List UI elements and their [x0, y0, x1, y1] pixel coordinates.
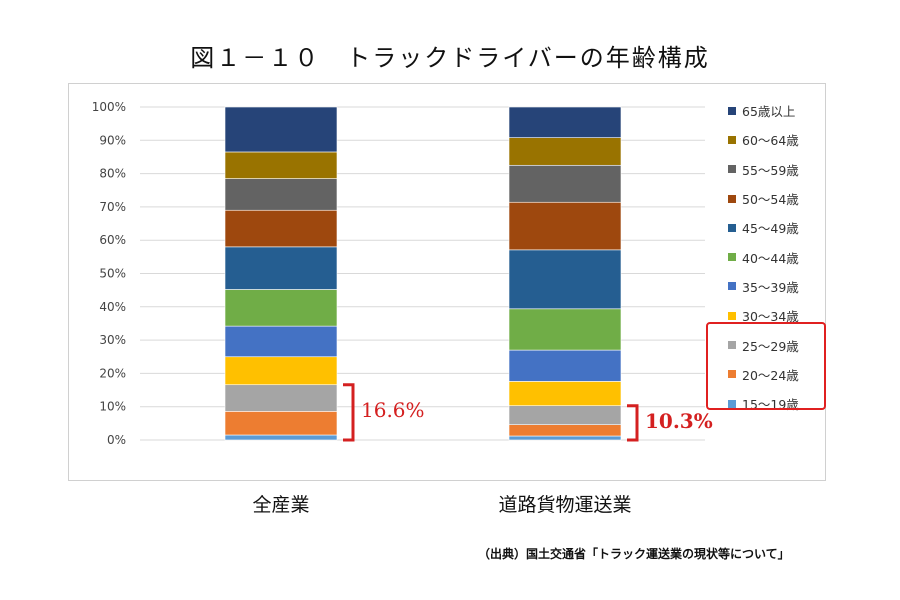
bar-segment	[224, 325, 338, 358]
bar-segment	[508, 405, 622, 425]
legend-highlight-box	[706, 322, 826, 410]
legend-item: 55〜59歳	[728, 155, 826, 184]
y-tick-label: 70%	[99, 200, 126, 214]
legend-label: 55〜59歳	[742, 162, 799, 178]
bar-segment	[224, 209, 338, 248]
annotation-label: 16.6%	[361, 398, 425, 423]
y-tick-label: 0%	[107, 433, 126, 447]
legend-swatch	[728, 165, 736, 174]
plot-frame	[68, 83, 826, 481]
legend-swatch	[728, 135, 736, 144]
bar-segment	[224, 151, 338, 179]
y-tick-label: 30%	[99, 333, 126, 347]
bar-segment	[508, 381, 622, 407]
bar-segment	[508, 308, 622, 351]
legend-swatch	[728, 282, 736, 291]
legend-label: 30〜34歳	[742, 309, 799, 325]
legend-swatch	[728, 341, 736, 350]
chart-title: 図１－１０ トラックドライバーの年齢構成	[190, 44, 710, 72]
legend-item: 25〜29歳	[728, 330, 826, 359]
legend-item: 60〜64歳	[728, 125, 826, 154]
legend-label: 50〜54歳	[742, 192, 799, 208]
bar-segment	[508, 106, 622, 138]
legend-label: 20〜24歳	[742, 367, 799, 383]
legend-swatch	[728, 370, 736, 379]
y-tick-label: 20%	[99, 366, 126, 380]
y-tick-label: 100%	[92, 100, 126, 114]
y-tick-label: 10%	[99, 400, 126, 414]
legend-swatch	[728, 253, 736, 262]
bar-segment	[508, 424, 622, 437]
legend-label: 45〜49歳	[742, 221, 799, 237]
legend-label: 35〜39歳	[742, 279, 799, 295]
category-label: 全産業	[252, 494, 310, 516]
legend-item: 65歳以上	[728, 96, 826, 125]
bar-segment	[224, 411, 338, 436]
legend-label: 60〜64歳	[742, 133, 799, 149]
bar-segment	[224, 178, 338, 211]
legend-label: 65歳以上	[742, 104, 796, 120]
bar-segment	[224, 289, 338, 327]
source-note: （出典）国土交通省「トラック運送業の現状等について」	[478, 547, 790, 561]
bar-segment	[224, 356, 338, 386]
legend-swatch	[728, 311, 736, 320]
category-label: 道路貨物運送業	[498, 494, 632, 516]
y-tick-label: 90%	[99, 133, 126, 147]
legend-swatch	[728, 399, 736, 408]
bar-segment	[224, 384, 338, 412]
legend-swatch	[728, 106, 736, 115]
legend-label: 25〜29歳	[742, 338, 799, 354]
legend-item: 40〜44歳	[728, 242, 826, 271]
y-tick-label: 40%	[99, 300, 126, 314]
bar-segment	[508, 349, 622, 382]
bar-segment	[224, 246, 338, 290]
bar-segment	[508, 164, 622, 203]
annotation-bracket	[343, 383, 355, 442]
legend-swatch	[728, 194, 736, 203]
legend-item: 35〜39歳	[728, 272, 826, 301]
legend-label: 40〜44歳	[742, 250, 799, 266]
y-tick-label: 60%	[99, 233, 126, 247]
y-tick-label: 80%	[99, 167, 126, 181]
legend-item: 45〜49歳	[728, 213, 826, 242]
annotation-label: 10.3%	[645, 408, 713, 433]
annotation-bracket	[627, 404, 639, 442]
bar-segment	[508, 249, 622, 310]
bar-segment	[508, 201, 622, 251]
legend-item: 50〜54歳	[728, 184, 826, 213]
bar-segment	[224, 434, 338, 441]
bar-segment	[508, 137, 622, 166]
legend-swatch	[728, 223, 736, 232]
bar-segment	[224, 106, 338, 153]
y-tick-label: 50%	[99, 267, 126, 281]
legend-item: 30〜34歳	[728, 301, 826, 330]
legend-item: 20〜24歳	[728, 360, 826, 389]
bar-segment	[508, 435, 622, 441]
